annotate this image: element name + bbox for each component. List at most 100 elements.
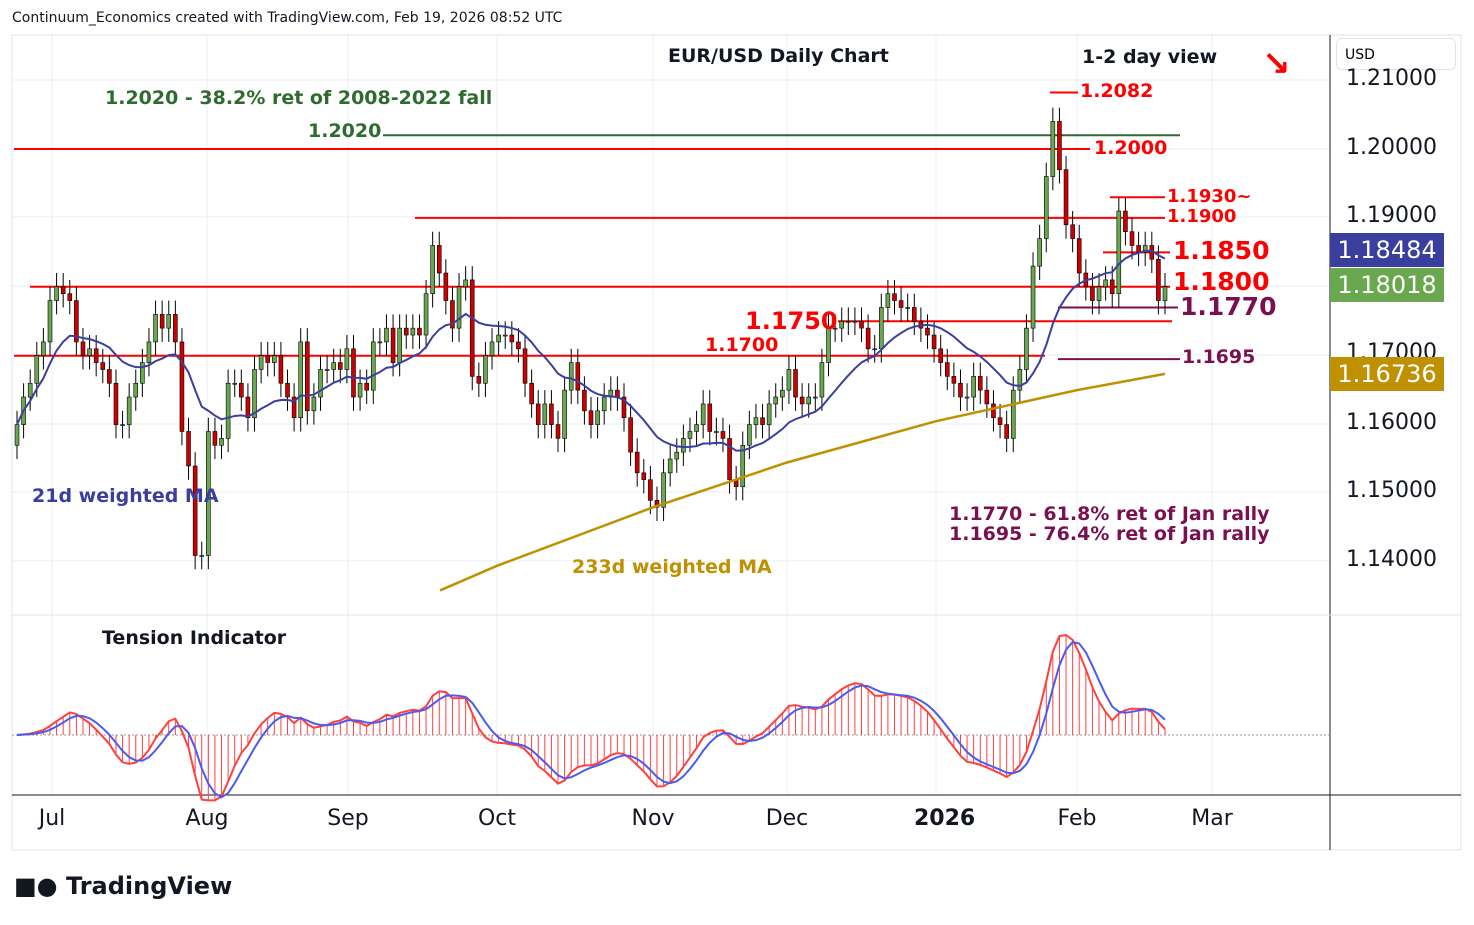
candle — [601, 396, 607, 412]
candle — [1057, 121, 1062, 170]
candle — [694, 424, 699, 432]
candle — [173, 314, 178, 343]
tradingview-logo[interactable]: ■● TradingView — [14, 872, 232, 900]
candle — [885, 293, 891, 308]
candle — [615, 389, 620, 398]
candle — [265, 355, 270, 363]
candle — [700, 403, 706, 425]
candle — [997, 417, 1003, 425]
candle — [60, 286, 66, 294]
x-tick: Sep — [327, 806, 369, 831]
tension-signal-line — [16, 641, 1166, 799]
candle — [159, 314, 165, 329]
candle — [311, 396, 317, 412]
candle — [166, 314, 172, 329]
level-label-1.1750: 1.1750 — [745, 307, 838, 335]
candle — [483, 355, 488, 384]
candle — [1129, 231, 1135, 246]
y-tick: 1.19000 — [1346, 203, 1437, 228]
ma233-label: 233d weighted MA — [572, 556, 772, 578]
candle — [912, 307, 917, 322]
candle — [951, 376, 957, 384]
candle — [1109, 279, 1115, 294]
candle — [496, 334, 501, 343]
candle — [74, 300, 79, 343]
level-label-1.1695: 1.1695 — [1182, 346, 1256, 368]
candle — [516, 341, 521, 350]
tv-logo-icon: ■● — [14, 872, 66, 900]
x-tick: Nov — [631, 806, 675, 831]
currency-button[interactable]: USD — [1336, 38, 1456, 70]
candle — [463, 279, 468, 288]
tension-line — [16, 633, 1166, 802]
candle — [799, 396, 805, 405]
candle — [278, 355, 284, 384]
level-label-1.2082: 1.2082 — [1080, 80, 1154, 102]
candle — [872, 348, 877, 351]
candle — [852, 320, 858, 323]
candle — [351, 348, 356, 398]
candle — [681, 438, 686, 453]
candle — [436, 245, 442, 274]
candle — [1030, 265, 1036, 329]
fib-2020-note: 1.2020 - 38.2% ret of 2008-2022 fall — [105, 87, 493, 109]
ma233-line — [439, 372, 1166, 592]
logo-text: TradingView — [65, 872, 233, 900]
chart-title: EUR/USD Daily Chart — [668, 45, 889, 67]
candle — [786, 369, 792, 391]
candle — [370, 341, 376, 391]
candle — [206, 431, 211, 556]
candle — [146, 341, 152, 363]
price-tag-last: 1.18018 — [1330, 268, 1444, 302]
candle — [760, 417, 765, 425]
candle — [502, 334, 508, 337]
candle — [140, 362, 145, 384]
candle — [892, 293, 897, 301]
candle — [239, 382, 244, 398]
candle — [588, 410, 594, 425]
candle — [944, 362, 950, 377]
candle — [984, 389, 990, 405]
candle — [67, 293, 73, 301]
candle — [179, 341, 185, 432]
candle — [1024, 327, 1029, 370]
candle — [403, 327, 409, 336]
candle — [634, 451, 640, 474]
candle — [780, 389, 785, 398]
candle — [740, 444, 746, 487]
candle — [898, 300, 904, 308]
x-tick: Mar — [1191, 806, 1233, 831]
candle — [846, 320, 851, 323]
candle — [364, 382, 369, 391]
x-tick: Aug — [185, 806, 229, 831]
candle — [826, 327, 831, 363]
x-tick: 2026 — [914, 806, 976, 831]
candle — [628, 417, 633, 453]
candle — [344, 348, 350, 370]
candle — [542, 403, 548, 425]
candle — [245, 396, 251, 419]
candle — [212, 431, 218, 446]
candle — [977, 376, 983, 391]
candle — [859, 320, 864, 329]
candle — [126, 396, 132, 425]
candle — [41, 341, 46, 357]
price-tag-ma233: 1.16736 — [1330, 357, 1444, 391]
candle — [417, 327, 422, 336]
candle — [258, 355, 264, 370]
x-tick: Feb — [1057, 806, 1097, 831]
y-tick: 1.16000 — [1346, 410, 1437, 435]
candle — [687, 431, 693, 439]
fib-1695-note: 1.1695 - 76.4% ret of Jan rally — [949, 523, 1270, 545]
candle — [219, 438, 224, 446]
candle — [305, 341, 310, 412]
candle — [34, 355, 40, 384]
candle — [324, 369, 330, 371]
candle — [555, 424, 561, 439]
candle — [1010, 389, 1016, 439]
candle — [535, 403, 541, 425]
candle — [357, 382, 363, 398]
candle — [397, 327, 402, 363]
